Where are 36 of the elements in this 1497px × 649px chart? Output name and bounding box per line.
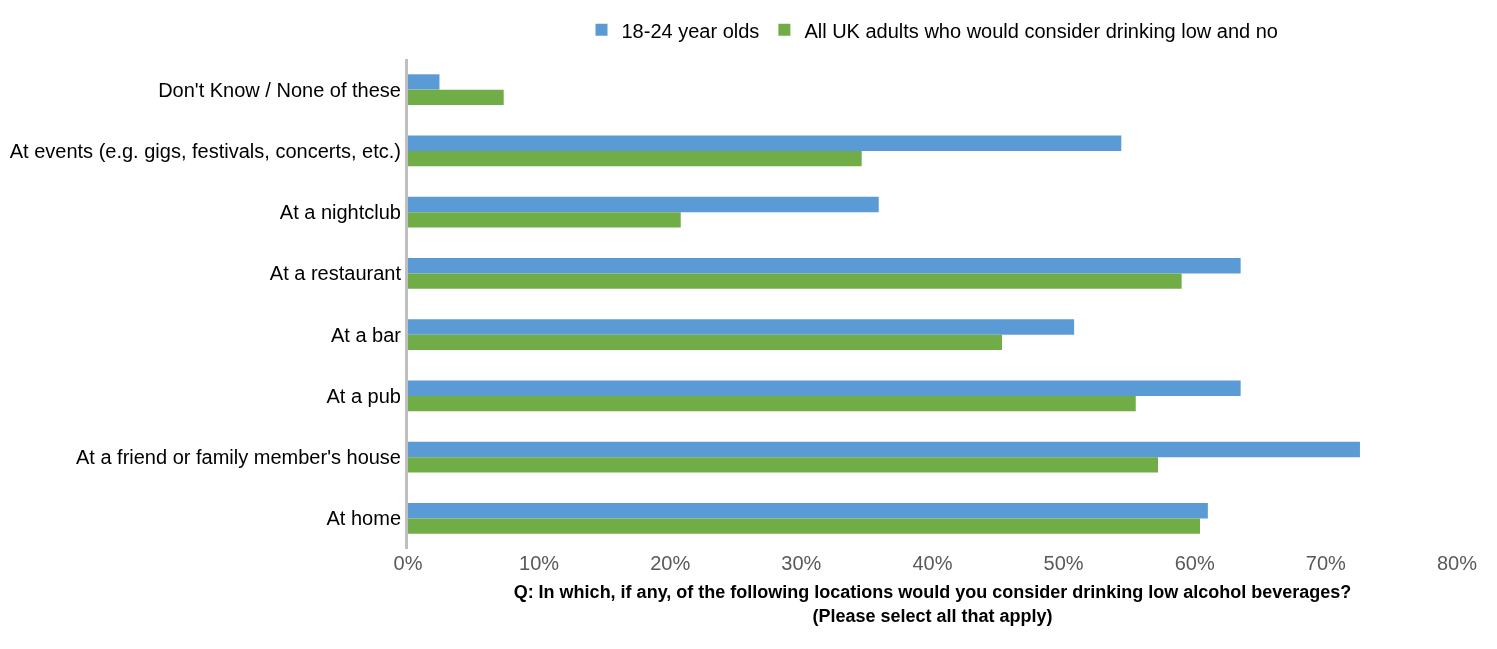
bar xyxy=(408,196,879,213)
bar xyxy=(408,273,1182,289)
bar xyxy=(408,258,1241,274)
bar xyxy=(408,518,1200,534)
bar xyxy=(408,74,440,90)
x-tick-label: 70% xyxy=(1305,552,1347,574)
x-tick-label: 80% xyxy=(1436,552,1478,574)
legend-label: All UK adults who would consider drinking low and no xyxy=(804,19,1278,42)
bar xyxy=(408,441,1360,458)
y-tick-label: At a pub xyxy=(326,384,401,407)
y-tick-label: At a friend or family member's house xyxy=(75,446,401,469)
bar xyxy=(408,380,1241,396)
bar xyxy=(408,503,1208,519)
y-tick-label: At a nightclub xyxy=(279,201,401,224)
legend-label: 18-24 year olds xyxy=(621,19,760,42)
bar xyxy=(408,135,1122,151)
bar xyxy=(408,457,1159,473)
y-tick-label: At home xyxy=(326,507,401,530)
x-tick-label: 50% xyxy=(1043,552,1084,574)
bar xyxy=(408,150,862,167)
y-tick-label: At a bar xyxy=(330,323,402,346)
x-tick-label: 30% xyxy=(781,552,822,574)
x-axis-title: Q: In which, if any, of the following locations would you consider drinking low alcohol beverages? (Please select all that apply) xyxy=(513,582,1352,626)
x-tick-label: 40% xyxy=(912,552,953,574)
y-tick-label: At a restaurant xyxy=(269,262,402,285)
x-tick-label: 10% xyxy=(519,552,560,574)
x-tick-label: 0% xyxy=(393,552,423,574)
bar xyxy=(408,395,1136,412)
y-tick-label: Don't Know / None of these xyxy=(158,78,401,101)
x-tick-label: 60% xyxy=(1174,552,1215,574)
x-tick-label: 20% xyxy=(650,552,691,574)
bar xyxy=(408,212,681,228)
bar xyxy=(408,319,1075,335)
y-tick-label: At events (e.g. gigs, festivals, concerts, etc.) xyxy=(9,139,401,162)
bar xyxy=(408,334,1002,350)
bar xyxy=(408,89,504,105)
